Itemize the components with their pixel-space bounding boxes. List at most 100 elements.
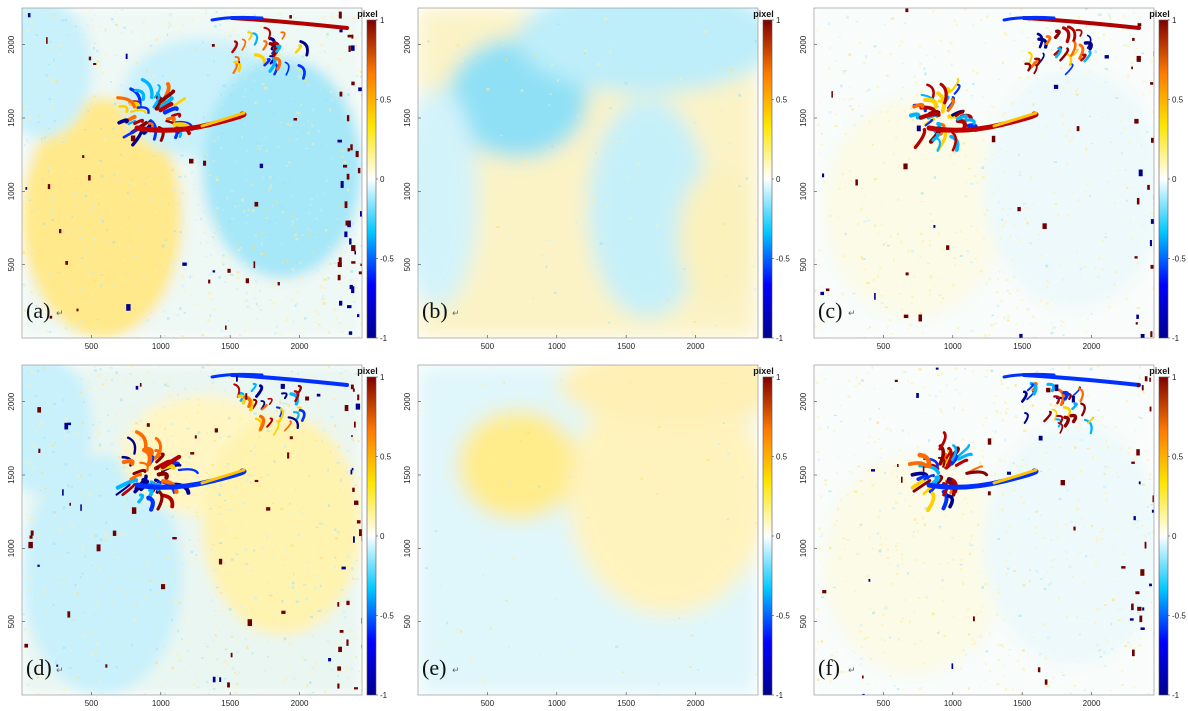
noise-dot bbox=[954, 378, 957, 380]
noise-dot bbox=[722, 222, 725, 226]
noise-dot bbox=[54, 442, 57, 444]
noise-dot bbox=[346, 425, 348, 428]
noise-dot bbox=[1052, 192, 1056, 194]
noise-dot bbox=[218, 225, 221, 228]
noise-dot bbox=[62, 646, 66, 649]
noise-dot bbox=[115, 179, 119, 182]
noise-dot bbox=[296, 66, 298, 69]
noise-dot bbox=[214, 232, 217, 234]
noise-dot bbox=[1056, 521, 1059, 523]
noise-dot bbox=[1058, 446, 1062, 449]
noise-dot bbox=[95, 195, 99, 199]
noise-dot bbox=[1000, 382, 1004, 386]
outlier-speck bbox=[305, 396, 310, 401]
noise-dot bbox=[57, 311, 60, 315]
noise-dot bbox=[1137, 416, 1141, 418]
noise-dot bbox=[218, 629, 221, 632]
noise-dot bbox=[196, 476, 200, 479]
noise-dot bbox=[354, 286, 357, 290]
noise-dot bbox=[305, 147, 308, 150]
noise-dot bbox=[141, 245, 145, 247]
noise-dot bbox=[858, 42, 862, 45]
noise-dot bbox=[207, 101, 211, 105]
outlier-speck bbox=[1136, 198, 1140, 205]
noise-dot bbox=[354, 373, 358, 375]
noise-dot bbox=[215, 221, 219, 224]
noise-dot bbox=[1043, 475, 1045, 478]
noise-dot bbox=[64, 418, 68, 420]
noise-dot bbox=[335, 495, 339, 497]
noise-dot bbox=[1026, 221, 1029, 225]
noise-dot bbox=[706, 459, 710, 462]
noise-dot bbox=[197, 102, 200, 105]
noise-dot bbox=[189, 372, 191, 374]
noise-dot bbox=[1083, 105, 1086, 107]
noise-dot bbox=[276, 409, 278, 413]
noise-dot bbox=[1034, 336, 1038, 338]
noise-dot bbox=[884, 471, 886, 475]
noise-dot bbox=[893, 258, 895, 262]
noise-dot bbox=[282, 487, 284, 491]
noise-dot bbox=[738, 93, 742, 97]
noise-dot bbox=[1008, 292, 1012, 295]
noise-dot bbox=[1079, 469, 1083, 473]
noise-dot bbox=[268, 77, 271, 80]
noise-dot bbox=[984, 334, 988, 337]
noise-dot bbox=[245, 179, 249, 182]
noise-speckle bbox=[814, 8, 1154, 338]
noise-dot bbox=[351, 477, 355, 481]
noise-dot bbox=[1016, 334, 1020, 336]
noise-dot bbox=[70, 171, 74, 174]
noise-dot bbox=[156, 558, 159, 560]
noise-dot bbox=[988, 277, 991, 281]
noise-dot bbox=[1062, 116, 1065, 118]
noise-dot bbox=[67, 484, 70, 487]
noise-dot bbox=[1003, 618, 1006, 621]
field-blobs bbox=[418, 365, 758, 695]
outlier-speck bbox=[208, 279, 211, 284]
noise-dot bbox=[268, 233, 271, 236]
noise-dot bbox=[65, 534, 69, 538]
noise-dot bbox=[985, 282, 988, 285]
noise-dot bbox=[70, 485, 74, 488]
outlier-speck bbox=[358, 271, 362, 275]
noise-dot bbox=[59, 630, 62, 634]
noise-dot bbox=[207, 692, 210, 695]
noise-dot bbox=[836, 216, 839, 219]
noise-dot bbox=[867, 219, 871, 222]
noise-dot bbox=[290, 225, 293, 227]
noise-dot bbox=[206, 65, 209, 68]
noise-dot bbox=[100, 274, 104, 276]
noise-dot bbox=[1029, 244, 1032, 246]
noise-dot bbox=[556, 79, 559, 82]
noise-dot bbox=[1065, 558, 1068, 560]
noise-dot bbox=[216, 675, 219, 677]
noise-dot bbox=[273, 461, 277, 464]
noise-dot bbox=[298, 510, 301, 513]
noise-dot bbox=[968, 167, 971, 170]
x-tick-label: 1500 bbox=[617, 699, 635, 708]
noise-dot bbox=[349, 630, 353, 633]
noise-dot bbox=[89, 474, 92, 476]
noise-dot bbox=[359, 680, 362, 682]
noise-dot bbox=[39, 489, 42, 491]
noise-dot bbox=[1126, 641, 1130, 645]
noise-dot bbox=[847, 395, 851, 398]
noise-dot bbox=[1076, 616, 1079, 618]
noise-dot bbox=[828, 490, 832, 493]
noise-dot bbox=[435, 23, 439, 25]
noise-dot bbox=[683, 268, 686, 270]
noise-dot bbox=[970, 182, 973, 186]
colorbar-gradient bbox=[366, 376, 377, 696]
noise-dot bbox=[883, 639, 886, 642]
noise-dot bbox=[34, 283, 38, 286]
noise-dot bbox=[39, 154, 43, 157]
noise-dot bbox=[115, 550, 117, 553]
noise-dot bbox=[1107, 305, 1111, 308]
noise-dot bbox=[236, 195, 239, 197]
field-blob bbox=[568, 375, 758, 615]
outlier-speck bbox=[236, 375, 238, 382]
noise-dot bbox=[1101, 177, 1103, 179]
noise-dot bbox=[129, 488, 133, 492]
noise-dot bbox=[1069, 691, 1072, 695]
